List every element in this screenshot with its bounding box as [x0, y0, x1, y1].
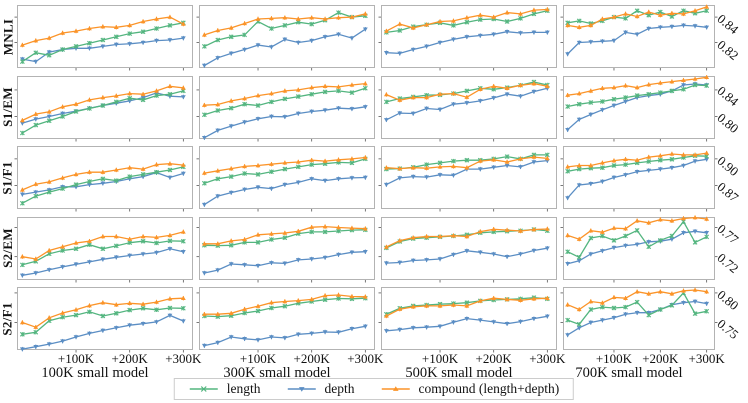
- subplot-S2F1-700K: [560, 287, 718, 353]
- row-label-text: MNLI: [0, 18, 15, 55]
- xtick-label-300K-+300K: +300K: [347, 351, 384, 366]
- row-label-MNLI: MNLI: [0, 5, 16, 68]
- xtick-label-300K-+200K: +200K: [293, 351, 330, 366]
- ytick-label-S1EM-0.80: 0.80: [714, 109, 742, 136]
- row-label-S2EM: S2/EM: [0, 217, 16, 280]
- row-label-text: S2/EM: [0, 228, 16, 268]
- col-caption-700K: 700K small model: [575, 365, 683, 381]
- length-line-x-icon: [189, 383, 219, 395]
- ytick-label-S2F1-0.75: 0.75: [714, 316, 742, 343]
- legend-item-length: length: [189, 381, 261, 397]
- subplot-S2EM-700K: [560, 214, 718, 282]
- subplot-S2F1-300K: [196, 287, 375, 353]
- legend-item-depth: depth: [287, 381, 355, 397]
- subplot-S1EM-100K: [14, 75, 193, 141]
- subplot-S2EM-500K: [378, 216, 557, 282]
- col-caption-100K: 100K small model: [41, 365, 149, 381]
- subplot-S2EM-100K: [14, 216, 193, 282]
- subplot-S1EM-300K: [196, 75, 375, 141]
- subplot-MNLI-100K: [14, 5, 193, 71]
- col-caption-500K: 500K small model: [405, 365, 513, 381]
- subplot-S1F1-100K: [14, 146, 193, 212]
- subplot-MNLI-300K: [196, 5, 375, 71]
- compound-line-triangle-up-icon: [381, 383, 411, 395]
- subplot-S1F1-500K: [378, 146, 557, 212]
- row-label-S1EM: S1/EM: [0, 76, 16, 139]
- legend-item-compound: compound (length+depth): [381, 381, 560, 397]
- ytick-label-MNLI-0.82: 0.82: [714, 36, 742, 63]
- xtick-label-700K-+100K: +100K: [595, 351, 633, 366]
- col-caption-300K: 300K small model: [223, 365, 331, 381]
- subplot-MNLI-500K: [378, 5, 557, 71]
- row-label-S2F1: S2/F1: [0, 287, 16, 350]
- xtick-label-100K-+300K: +300K: [165, 351, 202, 366]
- depth-line-triangle-down-icon: [287, 383, 317, 395]
- row-label-text: S1/EM: [0, 87, 16, 127]
- subplot-S1F1-300K: [196, 146, 375, 212]
- xtick-label-500K-+200K: +200K: [475, 351, 512, 366]
- xtick-label-100K-+100K: +100K: [57, 351, 95, 366]
- row-label-text: S1/F1: [0, 160, 16, 195]
- xtick-label-700K-+300K: +300K: [688, 351, 725, 366]
- subplot-S1EM-700K: [560, 74, 718, 141]
- subplot-S2F1-100K: [14, 287, 193, 353]
- ytick-label-MNLI-0.84: 0.84: [714, 10, 742, 38]
- subplot-S1EM-500K: [378, 75, 557, 141]
- legend-label-depth: depth: [324, 381, 355, 396]
- xtick-label-700K-+200K: +200K: [642, 351, 679, 366]
- legend-label-length: length: [226, 381, 261, 396]
- ytick-label-S1EM-0.84: 0.84: [714, 83, 742, 110]
- ytick-label-S1F1-0.90: 0.90: [714, 152, 742, 179]
- xtick-label-100K-+200K: +200K: [111, 351, 148, 366]
- xtick-label-500K-+300K: +300K: [529, 351, 566, 366]
- legend-label-compound: compound (length+depth): [418, 381, 560, 396]
- subplot-S2EM-300K: [196, 216, 375, 282]
- subplot-S2F1-500K: [378, 287, 557, 353]
- ytick-label-S1F1-0.87: 0.87: [714, 179, 742, 206]
- ytick-label-S2EM-0.72: 0.72: [714, 250, 742, 277]
- row-label-text: S2/F1: [0, 301, 16, 336]
- legend: length depth compound (length+depth): [173, 378, 575, 400]
- ytick-label-S2EM-0.77: 0.77: [714, 220, 742, 247]
- ytick-label-S2F1-0.80: 0.80: [714, 286, 742, 313]
- subplot-S1F1-700K: [560, 146, 718, 212]
- xtick-label-300K-+100K: +100K: [239, 351, 277, 366]
- row-label-S1F1: S1/F1: [0, 146, 16, 209]
- subplot-MNLI-700K: [560, 4, 718, 71]
- xtick-label-500K-+100K: +100K: [421, 351, 459, 366]
